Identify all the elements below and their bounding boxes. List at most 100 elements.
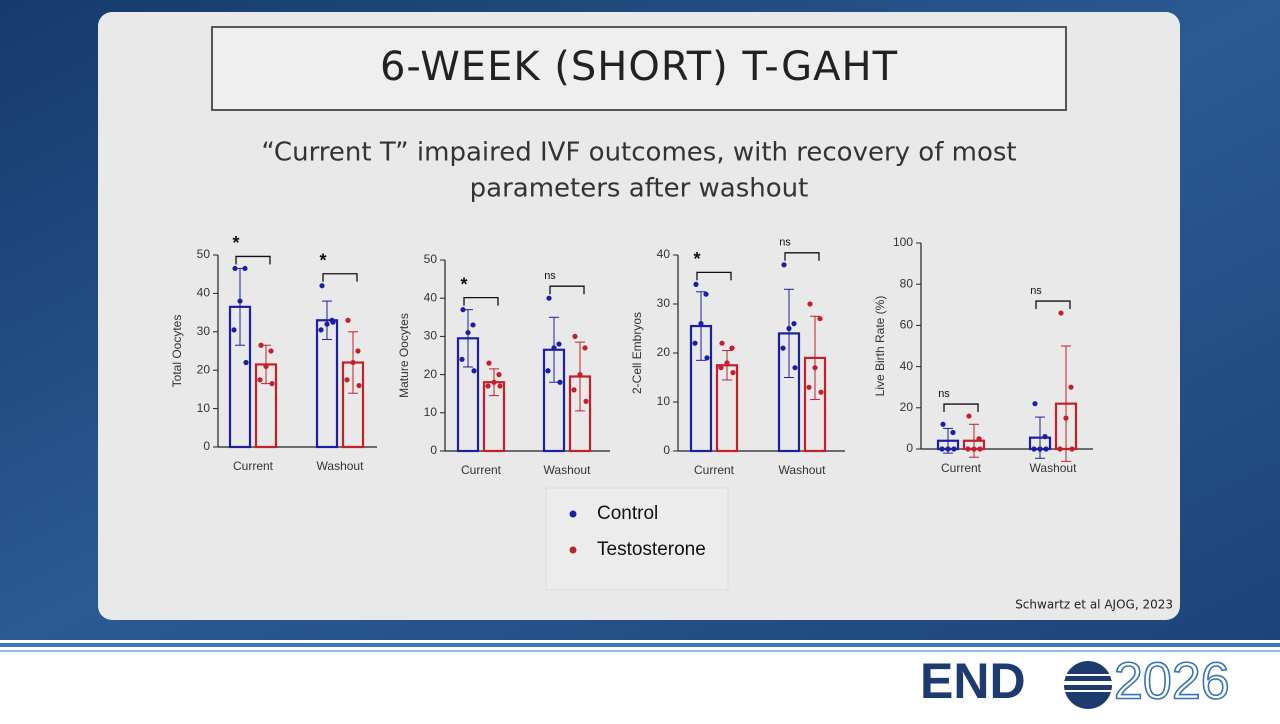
data-point: [556, 341, 562, 347]
data-point: [557, 379, 563, 385]
data-point: [268, 348, 274, 354]
significance-label: *: [693, 249, 700, 269]
x-tick-label: Current: [233, 459, 274, 473]
data-point: [232, 265, 238, 272]
y-tick-label: 60: [900, 318, 914, 332]
data-point: [698, 321, 704, 327]
significance-bracket: [322, 273, 358, 282]
data-point: [344, 377, 350, 383]
footer-stripe: [0, 643, 1280, 647]
data-point: [577, 372, 583, 378]
y-tick-label: 20: [900, 400, 914, 414]
y-axis-label: Live Birth Rate (%): [873, 296, 887, 397]
title-box: [211, 26, 1067, 111]
significance-label: ns: [1030, 285, 1042, 297]
data-point: [730, 370, 736, 376]
data-point: [459, 356, 465, 362]
legend-label: Testosterone: [597, 539, 706, 560]
data-point: [807, 301, 813, 307]
significance-bracket: [235, 255, 271, 265]
data-point: [583, 398, 589, 404]
y-tick-label: 40: [657, 247, 671, 261]
data-point: [350, 359, 356, 366]
data-point: [719, 340, 725, 346]
data-point: [786, 325, 792, 332]
data-point: [355, 348, 361, 354]
data-point: [971, 446, 977, 452]
y-tick-label: 30: [657, 296, 671, 310]
data-point: [572, 333, 578, 339]
data-point: [1037, 446, 1043, 452]
x-tick-label: Washout: [544, 463, 592, 477]
data-point: [692, 340, 698, 346]
y-tick-label: 0: [430, 443, 437, 457]
citation: Schwartz et al AJOG, 2023: [1015, 598, 1173, 612]
data-point: [950, 429, 956, 436]
data-point: [465, 329, 471, 336]
data-point: [951, 446, 957, 452]
error-bar: [969, 423, 979, 458]
y-axis-label: 2-Cell Embryos: [630, 312, 644, 394]
data-point: [1057, 446, 1063, 452]
data-point: [324, 321, 330, 327]
data-point: [571, 387, 577, 393]
data-point: [263, 363, 269, 369]
y-tick-label: 40: [197, 286, 211, 300]
data-point: [330, 319, 336, 325]
data-point: [242, 265, 248, 272]
error-bar: [1061, 345, 1071, 462]
slide-title: 6-WEEK (SHORT) T-GAHT: [380, 44, 898, 90]
data-point: [693, 281, 699, 287]
data-point: [792, 365, 798, 371]
data-point: [703, 291, 709, 297]
y-tick-label: 20: [657, 345, 671, 359]
significance-label: *: [232, 233, 239, 253]
y-axis-label: Mature Oocytes: [397, 313, 411, 398]
data-point: [485, 383, 491, 389]
legend-label: Control: [597, 503, 658, 524]
y-axis-label: Total Oocytes: [170, 315, 184, 388]
significance-bracket: [696, 271, 732, 281]
significance-label: *: [460, 274, 467, 294]
logo-globe: [1062, 661, 1114, 709]
y-tick-label: 30: [197, 324, 211, 338]
data-point: [237, 298, 243, 304]
data-point: [976, 436, 982, 442]
data-point: [1042, 434, 1048, 440]
footer-stripe: [0, 650, 1280, 652]
y-tick-label: 10: [657, 394, 671, 408]
data-point: [470, 322, 476, 328]
y-tick-label: 20: [424, 367, 438, 381]
data-point: [806, 384, 812, 390]
legend-marker: [569, 546, 577, 554]
subtitle: parameters after washout: [470, 174, 809, 204]
data-point: [546, 295, 552, 301]
data-point: [1068, 384, 1074, 390]
data-point: [243, 359, 249, 366]
data-point: [257, 377, 263, 383]
data-point: [817, 316, 823, 322]
significance-bracket: [784, 252, 820, 261]
data-point: [1031, 446, 1037, 452]
data-point: [258, 342, 264, 348]
y-tick-label: 40: [424, 290, 438, 304]
legend-marker: [569, 510, 577, 518]
data-point: [471, 368, 477, 374]
data-point: [1063, 415, 1069, 421]
x-tick-label: Washout: [1030, 461, 1078, 475]
data-point: [486, 360, 492, 366]
data-point: [704, 355, 710, 361]
data-point: [940, 421, 946, 427]
y-tick-label: 20: [197, 362, 211, 376]
x-tick-label: Washout: [317, 459, 365, 473]
data-point: [724, 360, 730, 366]
y-tick-label: 0: [663, 443, 670, 457]
data-point: [965, 446, 971, 452]
significance-bracket: [463, 297, 499, 306]
y-tick-label: 100: [893, 235, 913, 249]
error-bar: [322, 300, 332, 340]
logo-year: 2026: [1114, 653, 1230, 711]
y-tick-label: 10: [424, 405, 438, 419]
data-point: [319, 283, 325, 289]
